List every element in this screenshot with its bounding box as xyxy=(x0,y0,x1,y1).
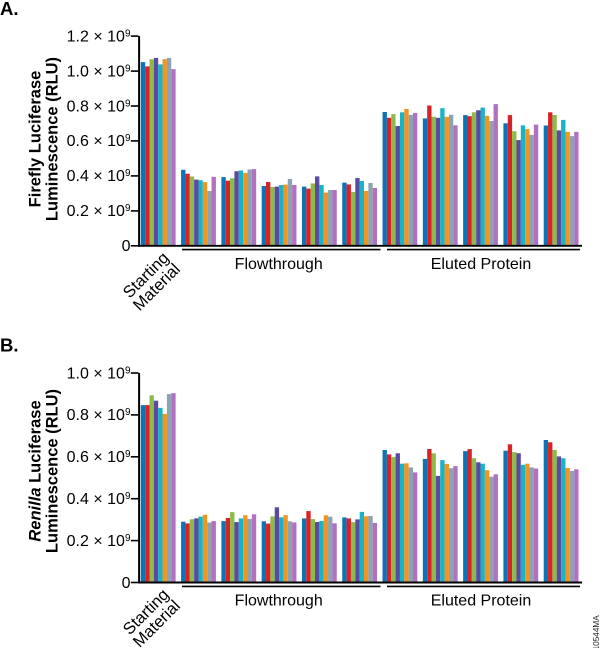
svg-text:0: 0 xyxy=(122,238,131,255)
svg-text:Eluted Protein: Eluted Protein xyxy=(431,593,532,610)
svg-text:0: 0 xyxy=(122,575,131,592)
svg-text:0.6 × 109: 0.6 × 109 xyxy=(67,133,131,150)
svg-text:0.2 × 109: 0.2 × 109 xyxy=(67,533,131,550)
svg-text:1.0 × 109: 1.0 × 109 xyxy=(67,365,131,382)
svg-text:10544MA: 10544MA xyxy=(592,615,600,648)
svg-text:Flowthrough: Flowthrough xyxy=(235,256,323,273)
svg-text:A.: A. xyxy=(0,0,19,19)
svg-text:Luminescence (RLU): Luminescence (RLU) xyxy=(44,57,62,221)
svg-text:1.0 × 109: 1.0 × 109 xyxy=(67,63,131,80)
svg-text:0.6 × 109: 0.6 × 109 xyxy=(67,449,131,466)
svg-text:0.8 × 109: 0.8 × 109 xyxy=(67,407,131,424)
svg-text:0.4 × 109: 0.4 × 109 xyxy=(67,491,131,508)
svg-text:0.4 × 109: 0.4 × 109 xyxy=(67,168,131,185)
svg-text:Firefly Luciferase: Firefly Luciferase xyxy=(27,71,45,208)
svg-text:Luminescence (RLU): Luminescence (RLU) xyxy=(44,389,62,553)
svg-text:1.2 × 109: 1.2 × 109 xyxy=(67,28,131,45)
svg-text:B.: B. xyxy=(0,335,19,356)
svg-text:0.2 × 109: 0.2 × 109 xyxy=(67,203,131,220)
svg-text:Flowthrough: Flowthrough xyxy=(235,593,323,610)
svg-text:Eluted Protein: Eluted Protein xyxy=(431,256,532,273)
svg-text:Renilla Luciferase: Renilla Luciferase xyxy=(27,400,45,541)
svg-text:0.8 × 109: 0.8 × 109 xyxy=(67,98,131,115)
